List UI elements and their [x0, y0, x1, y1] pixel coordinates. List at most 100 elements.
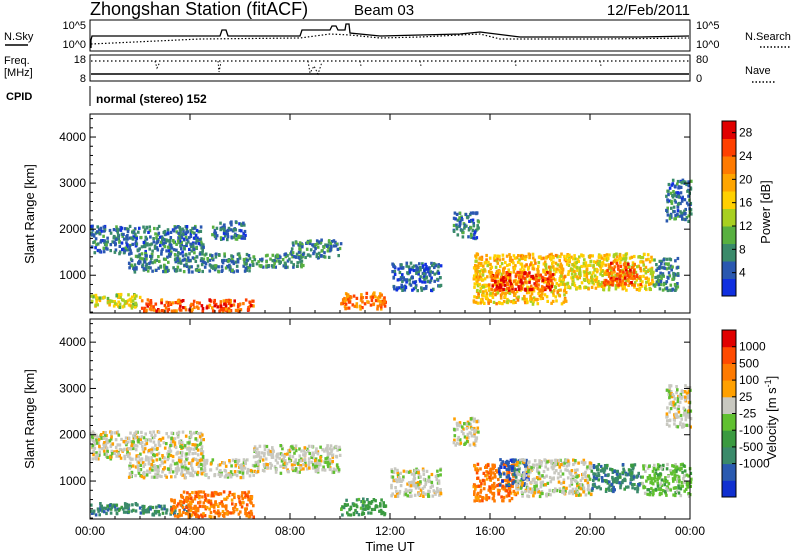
- data-cell: [194, 452, 197, 455]
- nave-label: Nave: [745, 65, 771, 77]
- data-cell: [218, 270, 221, 273]
- data-cell: [476, 270, 479, 273]
- data-cell: [142, 448, 145, 451]
- data-cell: [103, 230, 106, 233]
- data-cell: [684, 218, 687, 221]
- data-cell: [670, 284, 673, 287]
- data-cell: [200, 449, 203, 452]
- colorbar-tick-label: 28: [739, 126, 753, 140]
- data-cell: [571, 272, 574, 275]
- data-cell: [306, 241, 309, 244]
- data-cell: [414, 494, 417, 497]
- data-cell: [218, 473, 221, 476]
- data-cell: [526, 300, 529, 303]
- data-cell: [157, 240, 160, 243]
- data-cell: [371, 299, 374, 302]
- data-cell: [614, 253, 617, 256]
- data-cell: [179, 460, 182, 463]
- data-cell: [141, 307, 144, 310]
- data-cell: [140, 431, 143, 434]
- data-cell: [491, 266, 494, 269]
- data-cell: [148, 262, 151, 265]
- data-cell: [523, 459, 526, 462]
- data-cell: [134, 302, 137, 305]
- data-cell: [587, 488, 590, 491]
- data-cell: [145, 254, 148, 257]
- data-cell: [414, 281, 417, 284]
- data-cell: [550, 461, 553, 464]
- data-cell: [569, 472, 572, 475]
- data-cell: [169, 252, 172, 255]
- data-cell: [128, 245, 131, 248]
- data-cell: [470, 234, 473, 237]
- data-cell: [397, 268, 400, 271]
- data-cell: [232, 507, 235, 510]
- data-cell: [167, 246, 170, 249]
- data-cell: [155, 309, 158, 312]
- data-cell: [554, 295, 557, 298]
- data-cell: [221, 265, 224, 268]
- data-cell: [188, 462, 191, 465]
- data-cell: [468, 220, 471, 223]
- data-cell: [111, 452, 114, 455]
- data-cell: [116, 294, 119, 297]
- data-cell: [279, 465, 282, 468]
- data-cell: [456, 424, 459, 427]
- data-cell: [143, 230, 146, 233]
- data-cell: [578, 272, 581, 275]
- data-cell: [328, 256, 331, 259]
- data-cell: [563, 255, 566, 258]
- data-cell: [660, 280, 663, 283]
- data-cell: [655, 269, 658, 272]
- data-cell: [536, 463, 539, 466]
- data-cell: [257, 260, 260, 263]
- data-cell: [203, 491, 206, 494]
- data-cell: [158, 440, 161, 443]
- data-cell: [488, 287, 491, 290]
- data-cell: [100, 505, 103, 508]
- data-cell: [135, 237, 138, 240]
- data-cell: [380, 498, 383, 501]
- data-cell: [100, 227, 103, 230]
- data-cell: [566, 464, 569, 467]
- data-cell: [200, 257, 203, 260]
- data-cell: [120, 457, 123, 460]
- data-cell: [537, 283, 540, 286]
- data-cell: [549, 271, 552, 274]
- data-cell: [525, 468, 528, 471]
- data-cell: [311, 445, 314, 448]
- data-cell: [190, 303, 193, 306]
- data-cell: [530, 285, 533, 288]
- data-cell: [486, 292, 489, 295]
- data-cell: [354, 305, 357, 308]
- data-cell: [172, 440, 175, 443]
- data-cell: [116, 504, 119, 507]
- data-cell: [410, 484, 413, 487]
- data-cell: [324, 461, 327, 464]
- power-colorbar-title: Power [dB]: [758, 180, 773, 244]
- data-cell: [100, 240, 103, 243]
- data-cell: [520, 487, 523, 490]
- data-cell: [425, 267, 428, 270]
- data-cell: [350, 506, 353, 509]
- data-cell: [131, 444, 134, 447]
- data-cell: [129, 432, 132, 435]
- data-cell: [589, 254, 592, 257]
- data-cell: [582, 255, 585, 258]
- data-cell: [358, 513, 361, 516]
- data-cell: [516, 472, 519, 475]
- data-cell: [151, 261, 154, 264]
- data-cell: [501, 480, 504, 483]
- data-cell: [453, 217, 456, 220]
- data-cell: [110, 232, 113, 235]
- data-cell: [627, 280, 630, 283]
- data-cell: [567, 459, 570, 462]
- data-cell: [93, 440, 96, 443]
- data-cell: [194, 471, 197, 474]
- data-cell: [223, 498, 226, 501]
- data-cell: [360, 293, 363, 296]
- data-cell: [221, 503, 224, 506]
- data-cell: [188, 248, 191, 251]
- data-cell: [506, 468, 509, 471]
- data-cell: [247, 468, 250, 471]
